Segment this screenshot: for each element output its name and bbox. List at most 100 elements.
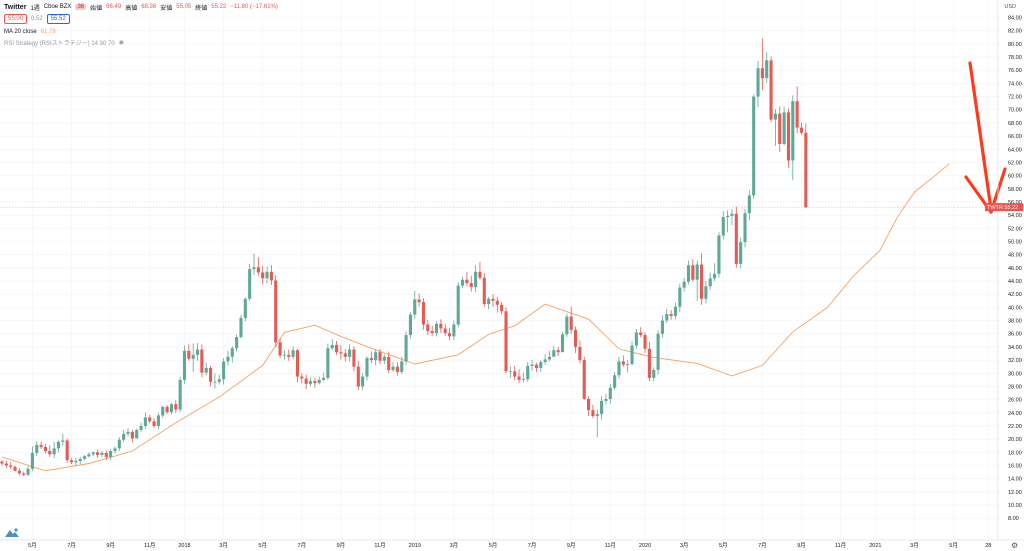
candle bbox=[504, 307, 508, 374]
candle-body bbox=[578, 346, 582, 361]
candle bbox=[139, 422, 143, 432]
x-tick-label: 2020 bbox=[639, 543, 651, 549]
candle-body bbox=[791, 101, 795, 161]
candle bbox=[417, 293, 421, 307]
candle-body bbox=[35, 445, 39, 453]
candle-body bbox=[534, 364, 538, 368]
candle bbox=[130, 429, 134, 443]
y-tick-label: 68.00 bbox=[1008, 121, 1022, 127]
candle-body bbox=[113, 448, 117, 452]
candle-body bbox=[378, 352, 382, 361]
candle-body bbox=[100, 452, 104, 455]
y-tick-label: 14.00 bbox=[1008, 477, 1022, 483]
candle-body bbox=[395, 366, 399, 372]
ma-indicator-label[interactable]: MA 20 close bbox=[4, 29, 37, 35]
candle-body bbox=[565, 316, 569, 335]
strategy-indicator-label[interactable]: RSI Strategy (RSIストラテジー) 14 30 70 bbox=[4, 40, 115, 47]
candle bbox=[256, 257, 260, 276]
y-tick-label: 44.00 bbox=[1008, 279, 1022, 285]
candle bbox=[639, 327, 643, 338]
candle-body bbox=[734, 213, 738, 264]
candle bbox=[595, 409, 599, 438]
candle-body bbox=[178, 379, 182, 410]
x-tick-label: 5月 bbox=[949, 542, 958, 549]
y-tick-label: 76.00 bbox=[1008, 68, 1022, 74]
candle bbox=[660, 315, 664, 338]
candle-body bbox=[230, 348, 234, 357]
candle bbox=[378, 348, 382, 365]
y-tick-label: 74.00 bbox=[1008, 81, 1022, 87]
candle bbox=[734, 206, 738, 268]
candle bbox=[791, 95, 795, 181]
y-tick-label: 58.00 bbox=[1008, 187, 1022, 193]
settings-gear-icon[interactable]: ⚙ bbox=[1011, 541, 1019, 550]
candle bbox=[300, 373, 304, 384]
candle-body bbox=[547, 356, 552, 360]
x-tick-label: 9月 bbox=[797, 542, 806, 549]
candle bbox=[704, 281, 708, 304]
candle bbox=[308, 377, 313, 387]
y-tick-label: 38.00 bbox=[1008, 319, 1022, 325]
candle-body bbox=[804, 132, 808, 208]
candle bbox=[739, 237, 743, 269]
candle bbox=[48, 445, 52, 457]
candle-body bbox=[269, 271, 273, 281]
candle bbox=[613, 371, 617, 390]
candle bbox=[721, 211, 725, 240]
candle bbox=[330, 339, 334, 351]
candle bbox=[726, 210, 730, 233]
candle-body bbox=[265, 271, 269, 279]
candle-body bbox=[691, 265, 695, 280]
ask-button[interactable]: 55.52 bbox=[46, 14, 70, 24]
candle bbox=[165, 404, 169, 415]
y-tick-label: 48.00 bbox=[1008, 253, 1022, 259]
change-value: −11.80 (−17.61%) bbox=[230, 4, 278, 10]
x-tick-label: 3月 bbox=[910, 542, 919, 549]
candle-body bbox=[765, 60, 769, 79]
close-value: 55.22 bbox=[211, 4, 227, 10]
candle-body bbox=[604, 398, 608, 401]
candle bbox=[252, 253, 256, 276]
candle-body bbox=[413, 299, 417, 315]
ma-indicator-value: 61.78 bbox=[40, 29, 56, 35]
candle bbox=[348, 344, 352, 362]
eye-icon[interactable]: ◉ bbox=[118, 39, 124, 46]
candle-body bbox=[17, 470, 21, 474]
candle-body bbox=[626, 364, 630, 365]
candle-body bbox=[769, 60, 773, 120]
symbol-name[interactable]: Twitter bbox=[4, 3, 27, 11]
y-tick-label: 26.00 bbox=[1008, 398, 1022, 404]
candle-body bbox=[517, 376, 521, 380]
candle bbox=[43, 443, 47, 454]
candle bbox=[786, 108, 790, 168]
x-tick-label: 7月 bbox=[67, 542, 76, 549]
candle bbox=[400, 356, 404, 374]
candle bbox=[243, 297, 247, 322]
candle-body bbox=[456, 285, 460, 325]
candle-body bbox=[48, 451, 52, 455]
candle bbox=[261, 265, 265, 285]
x-tick-label: 2018 bbox=[178, 543, 190, 549]
candle bbox=[630, 340, 634, 366]
candle bbox=[265, 266, 269, 284]
candle bbox=[56, 440, 61, 453]
candle bbox=[560, 331, 565, 353]
candle-body bbox=[0, 461, 4, 464]
candle-body bbox=[760, 68, 764, 79]
candle bbox=[274, 275, 278, 347]
bid-button[interactable]: 55.00 bbox=[4, 14, 28, 24]
candle bbox=[387, 351, 391, 374]
candle-body bbox=[43, 447, 47, 452]
tradingview-logo-icon[interactable] bbox=[4, 527, 20, 539]
candle-body bbox=[491, 298, 495, 301]
candle-body bbox=[608, 387, 612, 399]
interval-label[interactable]: 1週 bbox=[30, 5, 40, 12]
candle bbox=[395, 362, 399, 376]
x-tick-label: 3月 bbox=[450, 542, 459, 549]
candle-body bbox=[647, 348, 651, 378]
candle-body bbox=[109, 451, 113, 457]
candle bbox=[74, 458, 78, 466]
candle bbox=[9, 462, 13, 469]
